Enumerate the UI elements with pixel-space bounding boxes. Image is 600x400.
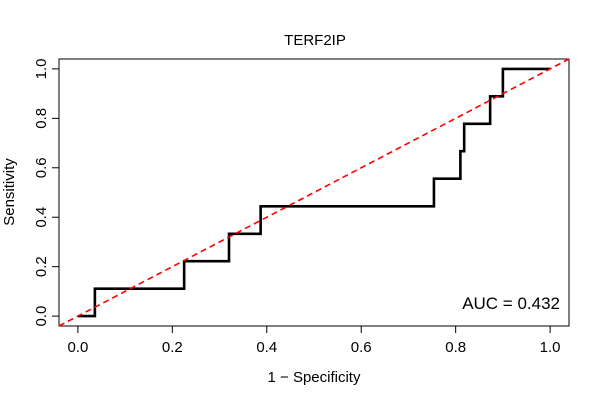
- x-axis-label: 1 − Specificity: [268, 369, 361, 386]
- chart-title: TERF2IP: [284, 32, 346, 49]
- x-tick-label: 1.0: [540, 339, 561, 356]
- y-tick-label: 0.4: [33, 207, 50, 228]
- plot-frame: [58, 58, 570, 327]
- x-tick-label: 0.6: [351, 339, 372, 356]
- x-tick-label: 0.2: [162, 339, 183, 356]
- y-axis-label: Sensitivity: [1, 158, 18, 226]
- roc-curve-line: [77, 67, 551, 318]
- reference-diagonal-line: [58, 58, 570, 327]
- series-layer: [58, 58, 570, 327]
- y-tick-label: 0.0: [33, 306, 50, 327]
- y-tick-label: 0.8: [33, 108, 50, 129]
- x-tick-label: 0.4: [256, 339, 277, 356]
- x-tick-label: 0.0: [67, 339, 88, 356]
- y-tick-label: 1.0: [33, 58, 50, 79]
- auc-annotation: AUC = 0.432: [462, 294, 560, 313]
- y-tick-label: 0.2: [33, 256, 50, 277]
- y-tick-label: 0.6: [33, 157, 50, 178]
- y-axis: 0.0 0.2 0.4 0.6 0.8 1.0: [33, 58, 60, 327]
- x-tick-label: 0.8: [445, 339, 466, 356]
- x-axis: 0.0 0.2 0.4 0.6 0.8 1.0: [67, 325, 561, 356]
